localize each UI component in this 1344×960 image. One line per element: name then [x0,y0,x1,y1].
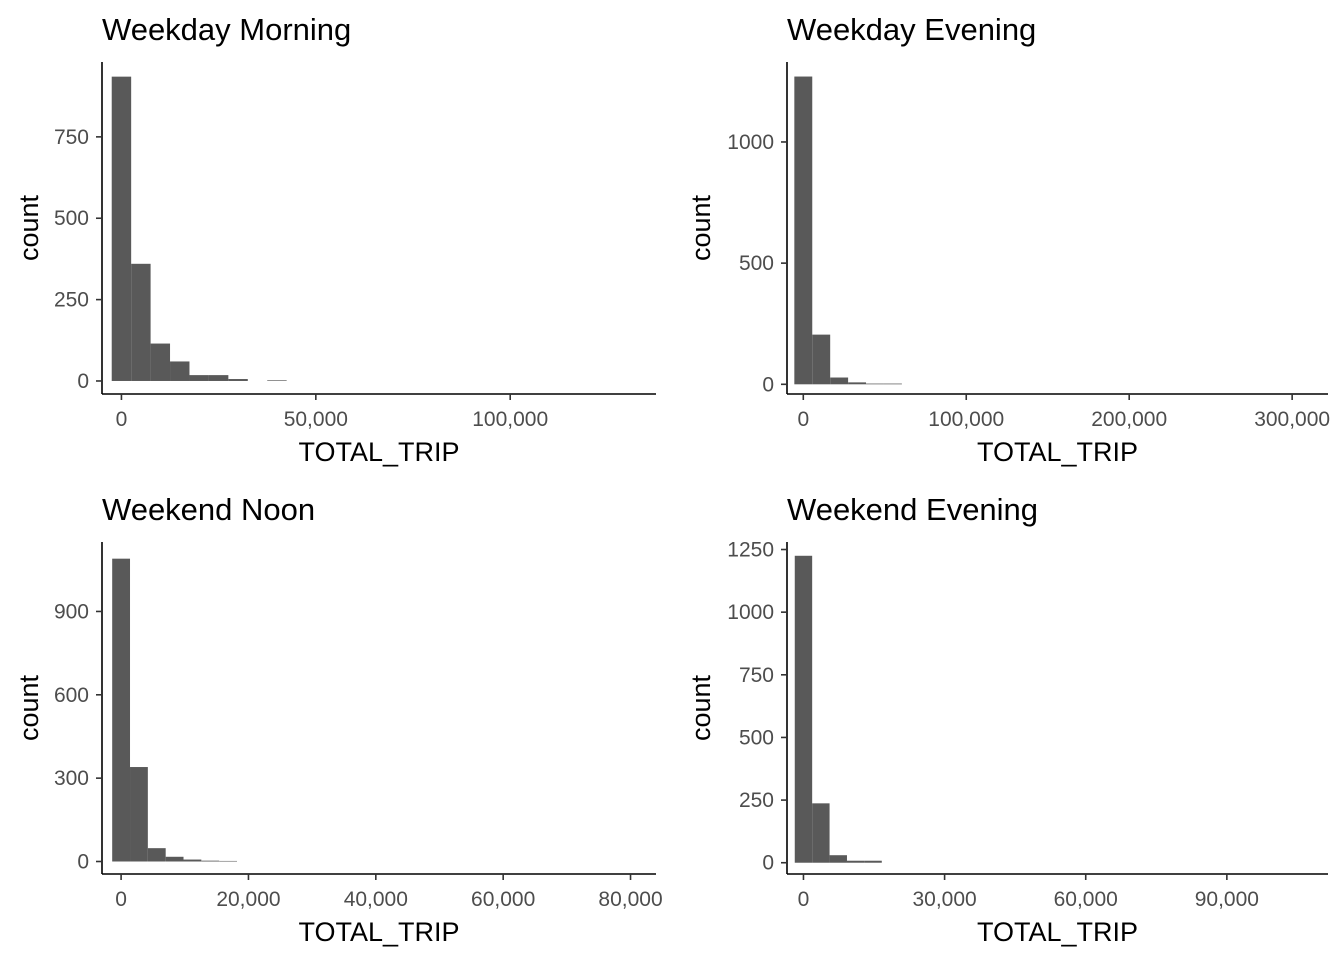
y-tick-label-weekday-evening: 0 [762,373,774,396]
y-tick-label-weekend-evening: 750 [739,664,774,687]
chart-title-weekday-evening: Weekday Evening [787,12,1036,47]
x-tick-label-weekday-evening: 100,000 [928,408,1004,431]
histogram-bar-weekday-morning-1 [131,263,151,381]
x-tick-label-weekend-evening: 30,000 [912,888,976,911]
x-tick-label-weekday-evening: 200,000 [1091,408,1167,431]
y-tick-label-weekday-morning: 500 [54,207,89,230]
y-tick-label-weekday-morning: 0 [77,370,89,393]
y-tick-label-weekend-evening: 0 [762,852,774,875]
histogram-weekend-evening: Weekend Evening 0 250 500 750 1000 1250 0 30,000… [686,492,1328,947]
x-axis-title-weekday-evening: TOTAL_TRIP [977,437,1138,467]
histogram-bar-weekend-evening-2 [829,855,847,863]
histogram-bar-weekend-noon-4 [183,859,202,862]
histogram-weekday-morning: Weekday Morning 0 250 500 750 0 50,000 100,000 T… [14,12,656,467]
x-tick-label-weekend-evening: 90,000 [1195,888,1259,911]
histogram-bar-weekday-morning-8 [267,380,287,381]
x-tick-label-weekend-noon: 20,000 [216,888,280,911]
histogram-bar-weekend-noon-6 [219,860,237,862]
y-tick-label-weekend-evening: 500 [739,726,774,749]
x-tick-label-weekend-noon: 40,000 [344,888,408,911]
x-tick-label-weekend-noon: 60,000 [471,888,535,911]
x-tick-label-weekday-evening: 0 [797,408,809,431]
x-tick-label-weekday-evening: 300,000 [1254,408,1330,431]
y-tick-label-weekend-evening: 250 [739,789,774,812]
y-tick-label-weekend-evening: 1000 [727,601,774,624]
histogram-bar-weekend-evening-1 [812,803,830,863]
y-axis-title-weekend-evening: count [686,674,716,741]
x-tick-label-weekend-evening: 60,000 [1054,888,1118,911]
y-tick-label-weekend-evening: 1250 [727,539,774,562]
histogram-bar-weekend-evening-0 [794,555,813,863]
histogram-bar-weekend-noon-1 [130,767,148,862]
y-tick-label-weekend-noon: 0 [77,850,89,873]
histogram-bar-weekday-morning-4 [189,375,209,381]
histogram-bar-weekday-evening-1 [812,334,831,385]
y-tick-label-weekday-evening: 500 [739,252,774,275]
panel-weekday-morning: Weekday Morning 0 250 500 750 0 50,000 100,000 T… [0,0,672,480]
histogram-weekend-noon: Weekend Noon 0 300 600 900 0 20,000 40,000 60,00… [14,492,663,947]
histogram-bar-weekday-morning-3 [170,361,190,381]
histogram-bar-weekday-evening-3 [848,382,867,385]
x-tick-label-weekday-morning: 100,000 [472,408,548,431]
x-tick-label-weekday-morning: 50,000 [284,408,348,431]
histogram-bar-weekend-evening-4 [864,860,882,863]
histogram-bar-weekend-evening-3 [846,860,865,863]
histogram-bar-weekday-morning-5 [208,375,229,381]
histogram-bar-weekend-noon-0 [112,558,131,862]
y-tick-label-weekend-noon: 300 [54,767,89,790]
panel-weekday-evening: Weekday Evening 0 500 1000 0 100,000 200,000 30… [672,0,1344,480]
histogram-bar-weekday-morning-2 [150,343,171,381]
y-tick-label-weekday-morning: 250 [54,289,89,312]
panel-weekend-noon: Weekend Noon 0 300 600 900 0 20,000 40,000 60,00… [0,480,672,960]
x-axis-title-weekend-noon: TOTAL_TRIP [298,917,459,947]
y-axis-title-weekday-morning: count [14,194,44,261]
y-axis-title-weekday-evening: count [686,194,716,261]
histogram-weekday-evening: Weekday Evening 0 500 1000 0 100,000 200,000 30… [686,12,1330,467]
chart-title-weekday-morning: Weekday Morning [102,12,351,47]
chart-title-weekend-noon: Weekend Noon [102,492,315,527]
x-tick-label-weekday-morning: 0 [116,408,128,431]
x-tick-label-weekend-noon: 80,000 [598,888,662,911]
histogram-bar-weekday-morning-0 [111,76,132,381]
histogram-bar-weekday-evening-0 [794,76,813,385]
y-tick-label-weekend-noon: 900 [54,600,89,623]
y-tick-label-weekday-morning: 750 [54,126,89,149]
x-axis-title-weekend-evening: TOTAL_TRIP [977,917,1138,947]
histogram-bar-weekday-morning-6 [228,379,248,381]
x-tick-label-weekend-noon: 0 [115,888,127,911]
panel-weekend-evening: Weekend Evening 0 250 500 750 1000 1250 0 30,000… [672,480,1344,960]
y-tick-label-weekday-evening: 1000 [727,131,774,154]
histogram-bar-weekend-noon-3 [165,856,184,862]
x-tick-label-weekend-evening: 0 [798,888,810,911]
histogram-bar-weekend-noon-5 [201,860,220,862]
histogram-bar-weekend-noon-2 [147,848,166,862]
x-axis-title-weekday-morning: TOTAL_TRIP [298,437,459,467]
y-tick-label-weekend-noon: 600 [54,684,89,707]
histogram-bar-weekday-evening-5 [883,383,902,385]
histogram-bar-weekday-evening-4 [866,383,884,385]
chart-title-weekend-evening: Weekend Evening [787,492,1038,527]
y-axis-title-weekend-noon: count [14,674,44,741]
histogram-bar-weekday-evening-2 [830,377,849,385]
